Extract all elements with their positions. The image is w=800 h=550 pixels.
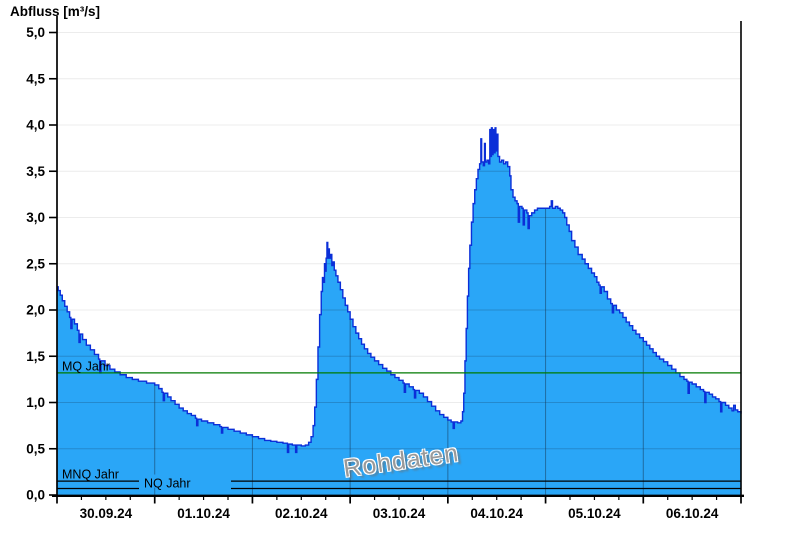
chart-title: Abfluss [m³/s] <box>10 4 101 19</box>
y-tick-label: 2,5 <box>26 256 45 271</box>
discharge-curve <box>57 127 742 454</box>
y-tick-label: 5,0 <box>26 25 45 40</box>
y-tick-label: 4,5 <box>26 71 45 86</box>
y-tick-label: 3,0 <box>26 210 45 225</box>
x-axis-day-label: 04.10.24 <box>470 506 523 521</box>
mnq-jahr-label: MNQ Jahr <box>62 468 119 482</box>
y-tick-label: 1,0 <box>26 395 45 410</box>
x-axis-day-label: 01.10.24 <box>177 506 230 521</box>
nq-jahr-label: NQ Jahr <box>144 477 191 491</box>
x-axis-day-label: 05.10.24 <box>568 506 621 521</box>
y-tick-label: 0,5 <box>26 441 45 456</box>
x-axis-day-label: 03.10.24 <box>373 506 426 521</box>
x-axis-day-label: 02.10.24 <box>275 506 328 521</box>
y-tick-label: 3,5 <box>26 164 45 179</box>
y-tick-label: 0,0 <box>26 488 45 503</box>
discharge-area <box>57 127 741 496</box>
y-tick-label: 2,0 <box>26 303 45 318</box>
y-tick-label: 4,0 <box>26 118 45 133</box>
x-axis-day-label: 06.10.24 <box>666 506 719 521</box>
nq-label-knockout <box>139 474 231 488</box>
mq-jahr-label: MQ Jahr <box>62 359 110 373</box>
x-axis-day-label: 30.09.24 <box>80 506 133 521</box>
y-tick-label: 1,5 <box>26 349 45 364</box>
